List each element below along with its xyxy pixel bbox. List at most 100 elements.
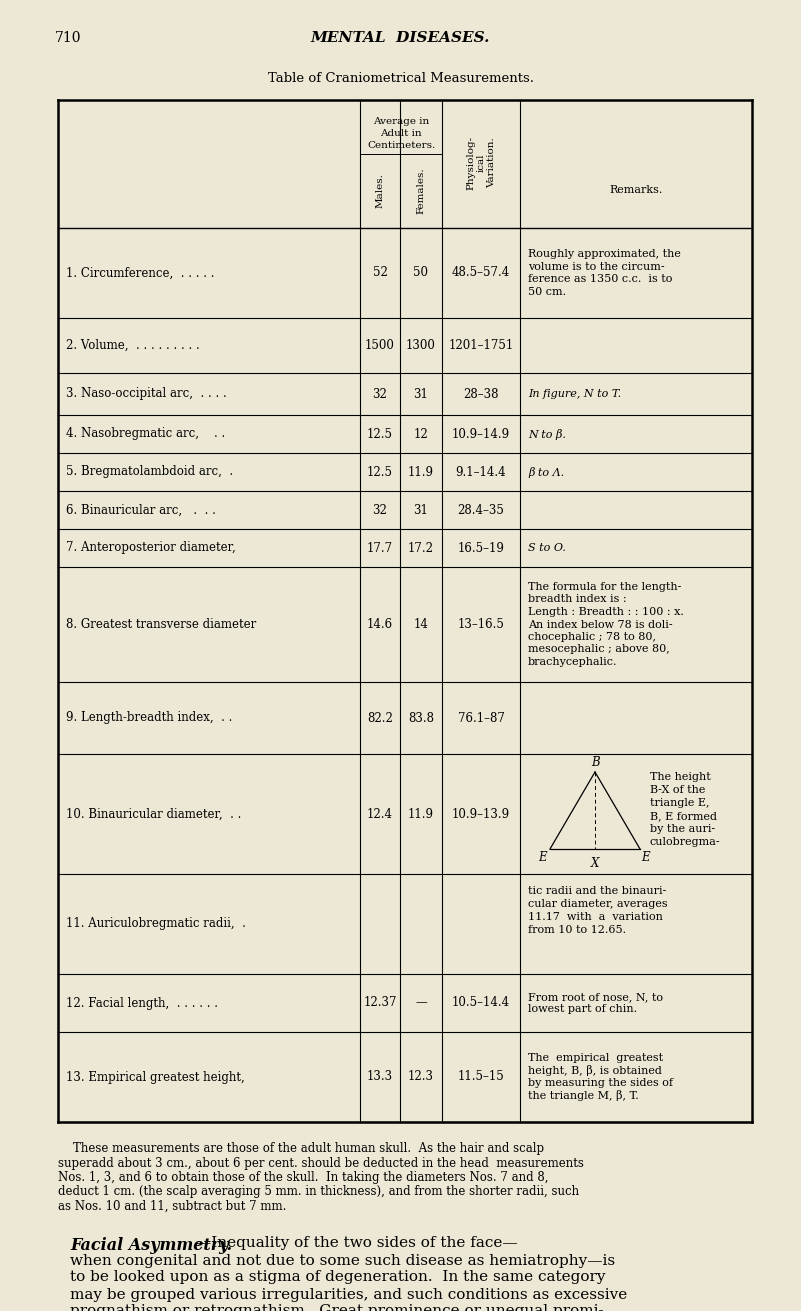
Text: B‐X of the: B‐X of the [650, 785, 706, 794]
Text: prognathism or retrognathism.  Great prominence or unequal promi-: prognathism or retrognathism. Great prom… [70, 1304, 604, 1311]
Text: Adult in: Adult in [380, 130, 422, 139]
Text: 4. Nasobregmatic arc,    . .: 4. Nasobregmatic arc, . . [66, 427, 225, 440]
Text: Females.: Females. [417, 168, 425, 214]
Text: 2. Volume,  . . . . . . . . .: 2. Volume, . . . . . . . . . [66, 340, 199, 351]
Text: 11. Auriculobregmatic radii,  .: 11. Auriculobregmatic radii, . [66, 918, 246, 931]
Text: 12.4: 12.4 [367, 808, 393, 821]
Text: 32: 32 [372, 503, 388, 517]
Text: 1201–1751: 1201–1751 [449, 340, 513, 351]
Text: 32: 32 [372, 388, 388, 400]
Text: —: — [415, 996, 427, 1009]
Text: Physiolog-
ical
Variation.: Physiolog- ical Variation. [466, 136, 496, 190]
Text: 10.9–14.9: 10.9–14.9 [452, 427, 510, 440]
Text: lowest part of chin.: lowest part of chin. [528, 1004, 637, 1015]
Text: Length : Breadth : : 100 : x.: Length : Breadth : : 100 : x. [528, 607, 684, 617]
Text: 1. Circumference,  . . . . .: 1. Circumference, . . . . . [66, 266, 215, 279]
Text: from 10 to 12.65.: from 10 to 12.65. [528, 926, 626, 935]
Text: Average in: Average in [373, 118, 429, 126]
Text: deduct 1 cm. (the scalp averaging 5 mm. in thickness), and from the shorter radi: deduct 1 cm. (the scalp averaging 5 mm. … [58, 1185, 579, 1198]
Text: by measuring the sides of: by measuring the sides of [528, 1078, 673, 1088]
Text: 14: 14 [413, 617, 429, 631]
Text: may be grouped various irregularities, and such conditions as excessive: may be grouped various irregularities, a… [70, 1287, 627, 1302]
Text: These measurements are those of the adult human skull.  As the hair and scalp: These measurements are those of the adul… [58, 1142, 544, 1155]
Text: 50 cm.: 50 cm. [528, 287, 566, 296]
Text: brachycephalic.: brachycephalic. [528, 657, 618, 667]
Text: 11.9: 11.9 [408, 808, 434, 821]
Text: 12.5: 12.5 [367, 465, 393, 479]
Text: Facial Asymmetry.: Facial Asymmetry. [70, 1236, 232, 1253]
Text: Roughly approximated, the: Roughly approximated, the [528, 249, 681, 260]
Text: 31: 31 [413, 388, 429, 400]
Text: E: E [538, 851, 547, 864]
Text: —Inequality of the two sides of the face—: —Inequality of the two sides of the face… [196, 1236, 517, 1251]
Text: 76.1–87: 76.1–87 [457, 712, 505, 725]
Text: 31: 31 [413, 503, 429, 517]
Text: 10.5–14.4: 10.5–14.4 [452, 996, 510, 1009]
Text: 12.3: 12.3 [408, 1071, 434, 1083]
Text: 1300: 1300 [406, 340, 436, 351]
Text: 52: 52 [372, 266, 388, 279]
Text: by the auri-: by the auri- [650, 825, 715, 834]
Text: 12: 12 [413, 427, 429, 440]
Text: B: B [590, 756, 599, 770]
Text: Males.: Males. [376, 173, 384, 208]
Text: chocephalic ; 78 to 80,: chocephalic ; 78 to 80, [528, 632, 656, 642]
Text: 13–16.5: 13–16.5 [457, 617, 505, 631]
Text: 9. Length-breadth index,  . .: 9. Length-breadth index, . . [66, 712, 232, 725]
Text: 9.1–14.4: 9.1–14.4 [456, 465, 506, 479]
Text: X: X [591, 857, 599, 871]
Text: From root of nose, N, to: From root of nose, N, to [528, 991, 663, 1002]
Text: An index below 78 is doli-: An index below 78 is doli- [528, 620, 673, 629]
Text: 12.37: 12.37 [363, 996, 396, 1009]
Text: 82.2: 82.2 [367, 712, 393, 725]
Text: ference as 1350 c.c.  is to: ference as 1350 c.c. is to [528, 274, 672, 284]
Text: 28.4–35: 28.4–35 [457, 503, 505, 517]
Text: to be looked upon as a stigma of degeneration.  In the same category: to be looked upon as a stigma of degener… [70, 1270, 606, 1285]
Text: 14.6: 14.6 [367, 617, 393, 631]
Text: 48.5–57.4: 48.5–57.4 [452, 266, 510, 279]
Text: as Nos. 10 and 11, subtract but 7 mm.: as Nos. 10 and 11, subtract but 7 mm. [58, 1200, 287, 1213]
Text: 12. Facial length,  . . . . . .: 12. Facial length, . . . . . . [66, 996, 218, 1009]
Text: 8. Greatest transverse diameter: 8. Greatest transverse diameter [66, 617, 256, 631]
Text: 10. Binauricular diameter,  . .: 10. Binauricular diameter, . . [66, 808, 241, 821]
Text: 10.9–13.9: 10.9–13.9 [452, 808, 510, 821]
Text: Centimeters.: Centimeters. [367, 142, 435, 151]
Text: 28–38: 28–38 [463, 388, 499, 400]
Text: The formula for the length-: The formula for the length- [528, 582, 682, 593]
Text: In figure, N to T.: In figure, N to T. [528, 389, 621, 399]
Text: 1500: 1500 [365, 340, 395, 351]
Text: 11.5–15: 11.5–15 [457, 1071, 505, 1083]
Text: B, E formed: B, E formed [650, 812, 717, 821]
Text: 50: 50 [413, 266, 429, 279]
Text: culobregma-: culobregma- [650, 836, 721, 847]
Text: height, B, β, is obtained: height, B, β, is obtained [528, 1066, 662, 1076]
Text: S to O.: S to O. [528, 543, 566, 553]
Text: Nos. 1, 3, and 6 to obtain those of the skull.  In taking the diameters Nos. 7 a: Nos. 1, 3, and 6 to obtain those of the … [58, 1171, 549, 1184]
Text: 710: 710 [55, 31, 82, 45]
Text: tic radii and the binauri-: tic radii and the binauri- [528, 886, 666, 895]
Text: The height: The height [650, 772, 710, 781]
Text: superadd about 3 cm., about 6 per cent. should be deducted in the head  measurem: superadd about 3 cm., about 6 per cent. … [58, 1156, 584, 1169]
Text: 16.5–19: 16.5–19 [457, 541, 505, 555]
Text: 17.2: 17.2 [408, 541, 434, 555]
Text: 5. Bregmatolambdoid arc,  .: 5. Bregmatolambdoid arc, . [66, 465, 233, 479]
Text: 13.3: 13.3 [367, 1071, 393, 1083]
Text: The  empirical  greatest: The empirical greatest [528, 1053, 663, 1063]
Text: 11.17  with  a  variation: 11.17 with a variation [528, 912, 663, 922]
Text: Remarks.: Remarks. [610, 185, 662, 195]
Text: triangle E,: triangle E, [650, 798, 710, 808]
Text: E: E [641, 851, 650, 864]
Text: 83.8: 83.8 [408, 712, 434, 725]
Text: 13. Empirical greatest height,: 13. Empirical greatest height, [66, 1071, 245, 1083]
Text: volume is to the circum-: volume is to the circum- [528, 262, 665, 271]
Text: Table of Craniometrical Measurements.: Table of Craniometrical Measurements. [268, 72, 533, 84]
Text: N to β.: N to β. [528, 429, 566, 439]
Text: 3. Naso-occipital arc,  . . . .: 3. Naso-occipital arc, . . . . [66, 388, 227, 400]
Text: 11.9: 11.9 [408, 465, 434, 479]
Text: the triangle M, β, T.: the triangle M, β, T. [528, 1091, 638, 1101]
Text: 12.5: 12.5 [367, 427, 393, 440]
Text: MENTAL  DISEASES.: MENTAL DISEASES. [311, 31, 490, 45]
Text: β to Λ.: β to Λ. [528, 467, 564, 477]
Text: 6. Binauricular arc,   .  . .: 6. Binauricular arc, . . . [66, 503, 216, 517]
Text: 17.7: 17.7 [367, 541, 393, 555]
